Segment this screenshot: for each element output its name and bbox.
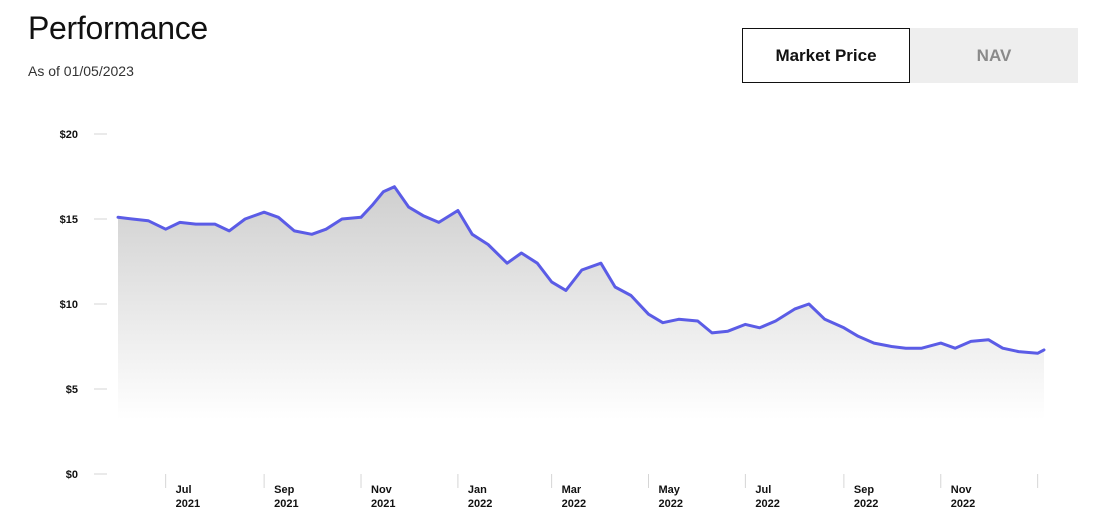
x-tick-year: 2021 (176, 498, 200, 510)
x-tick-year: 2022 (854, 498, 878, 510)
y-tick-label: $5 (66, 384, 78, 396)
x-tick-month: Nov (371, 484, 393, 496)
x-tick-year: 2021 (274, 498, 298, 510)
nav-button[interactable]: NAV (910, 28, 1078, 83)
as-of-date: As of 01/05/2023 (28, 63, 134, 79)
x-tick-month: Nov (951, 484, 973, 496)
price-area (118, 186, 1044, 420)
x-tick-year: 2022 (562, 498, 586, 510)
x-tick-month: Jan (468, 484, 487, 496)
x-tick-month: Mar (562, 484, 582, 496)
y-tick-label: $15 (60, 214, 78, 226)
page-title: Performance (28, 10, 208, 46)
x-tick-month: Jul (755, 484, 771, 496)
y-axis: $20 $15 $10 $5 $0 (60, 129, 107, 481)
x-axis: Jul 2021 Sep 2021 Nov 2021 Jan 2022 Mar 2022 May 20… (165, 474, 1039, 510)
x-tick-month: May (659, 484, 681, 496)
x-tick-year: 2022 (659, 498, 683, 510)
x-tick-year: 2021 (371, 498, 395, 510)
x-tick-year: 2022 (951, 498, 975, 510)
market-price-button[interactable]: Market Price (742, 28, 910, 83)
x-tick-month: Jul (176, 484, 192, 496)
price-line (116, 185, 1046, 355)
x-tick-month: Sep (274, 484, 294, 496)
x-tick-year: 2022 (755, 498, 779, 510)
x-tick-month: Sep (854, 484, 874, 496)
y-tick-label: $20 (60, 129, 78, 141)
y-tick-label: $0 (66, 469, 78, 481)
x-tick-year: 2022 (468, 498, 492, 510)
y-tick-label: $10 (60, 299, 78, 311)
price-type-toggle: Market Price NAV (742, 28, 1078, 83)
